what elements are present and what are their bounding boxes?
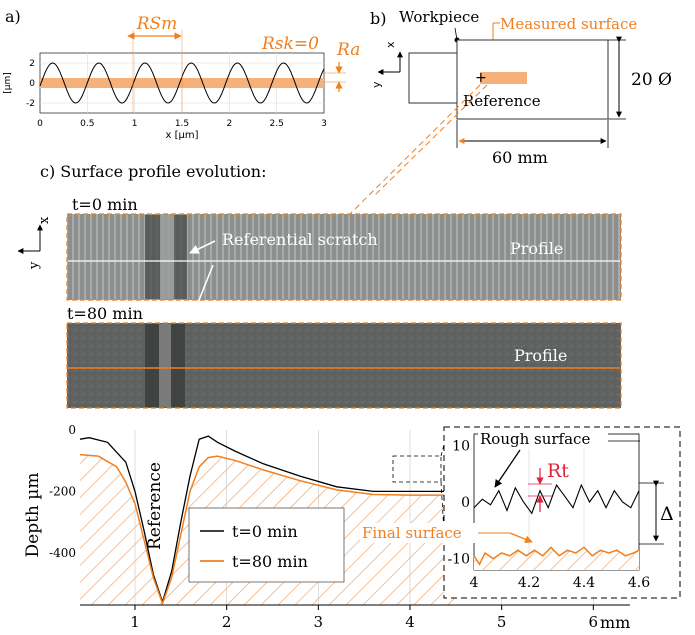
scratch-t80-core xyxy=(159,324,171,407)
legend-box xyxy=(188,507,345,583)
reference-annotation: Reference xyxy=(145,462,165,550)
panel-a: a) 20-2 0 0.5 1 1.5 2 2.5 3 [µm] x [µm] RSm Rs… xyxy=(3,7,360,141)
c-axis-y: y xyxy=(27,261,42,270)
panel-a-xlabel: x [µm] xyxy=(165,130,198,141)
workpiece-label: Workpiece xyxy=(399,8,479,26)
delta-label: Δ xyxy=(660,503,674,525)
depth-xunit: mm xyxy=(600,613,630,632)
panel-a-xtick-label: 0 xyxy=(37,119,43,129)
b-axis-y: y xyxy=(370,81,383,88)
inset-plot-area xyxy=(473,433,640,571)
inset-ytick-label: -10 xyxy=(447,552,470,568)
final-label: Final surface xyxy=(362,524,462,542)
panel-b: b) Workpiece Measured surface x y + Refe… xyxy=(348,8,672,216)
chuck-rect xyxy=(408,52,458,104)
zoom-box xyxy=(392,455,442,483)
depth-chart: 1 2 3 4 5 6 0 -200 -400 Depth µm mm Reference t… xyxy=(23,423,630,632)
depth-xtick-label: 1 xyxy=(130,613,140,631)
depth-xtick-label: 6 xyxy=(589,613,599,631)
panel-a-ylabel: [µm] xyxy=(3,72,13,94)
inset-xtick-label: 4.2 xyxy=(518,575,540,591)
depth-y-ticks: 0 -200 -400 xyxy=(49,423,76,560)
rough-arrow xyxy=(494,449,521,488)
panel-c: c) Surface profile evolution: x y t=0 mi… xyxy=(17,162,622,409)
inset-final-line xyxy=(473,546,640,566)
legend: t=0 min t=80 min xyxy=(188,507,345,583)
measured-surface-rect xyxy=(480,72,527,84)
b-axis-x: x xyxy=(384,41,397,48)
depth-xtick-label: 5 xyxy=(497,613,507,631)
panel-a-x-ticks: 0 0.5 1 1.5 2 2.5 3 xyxy=(37,119,327,129)
profile-label-t0: Profile xyxy=(510,239,563,258)
rt-label: Rt xyxy=(547,460,569,482)
panel-a-ytick-label: 2 xyxy=(29,59,35,69)
panel-a-y-ticks: 2 0 -2 xyxy=(26,59,35,109)
panel-b-label: b) xyxy=(370,9,386,28)
panel-a-label: a) xyxy=(5,7,21,26)
series-t0-line xyxy=(79,435,456,605)
panel-a-xtick-label: 3 xyxy=(321,119,327,129)
panel-c-title: c) Surface profile evolution: xyxy=(40,162,266,181)
profile-label-t80: Profile xyxy=(514,346,567,365)
t0-label: t=0 min xyxy=(72,195,138,214)
scratch-arrow-1 xyxy=(189,240,216,254)
scratch-arrow-2 xyxy=(184,264,214,334)
zoom-line-1 xyxy=(348,84,481,216)
panel-a-ytick-label: 0 xyxy=(29,79,35,89)
inset: 4 4.2 4.4 4.6 10 0 -10 Rough surface Final su… xyxy=(360,426,681,599)
rsk-label: Rsk=0 xyxy=(261,34,319,54)
rsm-label: RSm xyxy=(136,14,178,34)
depth-xtick-label: 2 xyxy=(222,613,232,631)
scratch-label: Referential scratch xyxy=(222,230,378,249)
final-arrow xyxy=(509,532,533,543)
final-label-bg xyxy=(360,523,478,543)
rough-label-bg xyxy=(478,428,608,449)
inset-x-ticks: 4 4.2 4.4 4.6 xyxy=(470,575,651,591)
depth-ytick-label: -400 xyxy=(49,546,76,560)
c-axis-x: x xyxy=(37,216,52,224)
inset-xtick-label: 4.6 xyxy=(628,575,650,591)
panel-a-xtick-label: 1 xyxy=(132,119,138,129)
rough-label: Rough surface xyxy=(480,430,590,448)
inset-rough-line xyxy=(473,483,640,515)
inset-xtick-label: 4.4 xyxy=(573,575,595,591)
measured-surface-label: Measured surface xyxy=(500,15,637,33)
panel-a-xtick-label: 1.5 xyxy=(175,119,189,129)
depth-xtick-label: 3 xyxy=(314,613,324,631)
reference-plus: + xyxy=(475,70,487,86)
diameter-label: 20 Ø xyxy=(631,70,672,90)
panel-a-xtick-label: 0.5 xyxy=(80,119,94,129)
series-t80-line xyxy=(79,453,456,606)
t80-label: t=80 min xyxy=(67,304,143,323)
depth-ylabel: Depth µm xyxy=(23,473,43,558)
inset-xtick-label: 4 xyxy=(470,575,479,591)
panel-a-xtick-label: 2 xyxy=(226,119,232,129)
inset-ytick-label: 0 xyxy=(461,495,470,511)
ra-label: Ra xyxy=(336,40,360,60)
scratch-t0-core xyxy=(160,215,174,299)
workpiece-rect xyxy=(456,39,609,120)
legend-label-t80: t=80 min xyxy=(232,552,308,571)
depth-ytick-label: 0 xyxy=(68,423,76,437)
panel-a-xtick-label: 2.5 xyxy=(270,119,284,129)
depth-xtick-label: 4 xyxy=(405,613,415,631)
inset-y-ticks: 10 0 -10 xyxy=(447,438,470,567)
length-label: 60 mm xyxy=(492,148,548,167)
zoom-line-2 xyxy=(374,84,488,196)
legend-label-t0: t=0 min xyxy=(232,522,298,541)
depth-x-ticks: 1 2 3 4 5 6 xyxy=(130,605,598,631)
reference-label: Reference xyxy=(463,92,541,110)
inset-ytick-label: 10 xyxy=(452,438,470,454)
depth-ytick-label: -200 xyxy=(49,484,76,498)
panel-a-ytick-label: -2 xyxy=(26,99,35,109)
